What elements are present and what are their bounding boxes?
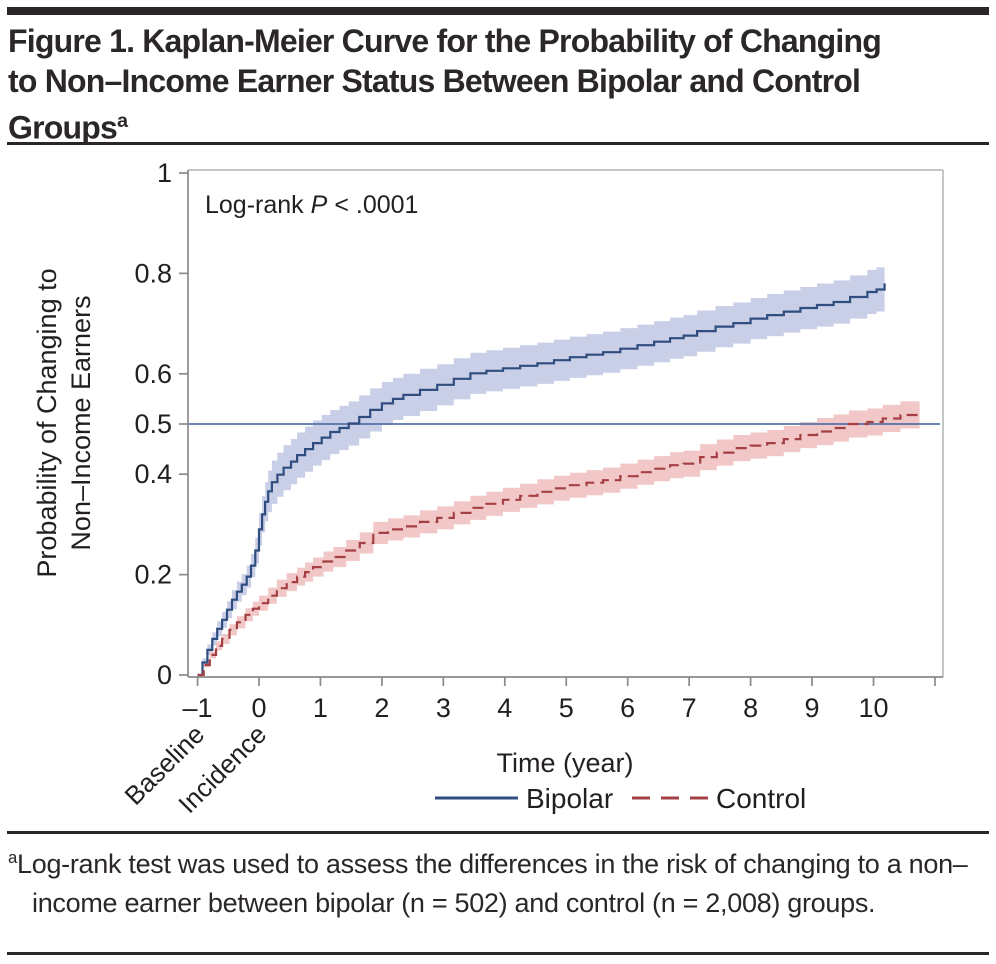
top-rule-thick (7, 7, 989, 15)
legend: Bipolar Control (435, 783, 806, 814)
y-tick-label-1: 1 (157, 158, 172, 188)
survival-curves-layer (197, 283, 921, 677)
figure-footnote: aLog-rank test was used to assess the di… (8, 838, 996, 923)
x-tick-label-0: 0 (251, 693, 266, 723)
x-tick-label-2: 2 (374, 693, 389, 723)
logrank-annotation-value: < .0001 (334, 191, 418, 219)
control-confidence-band (197, 397, 920, 675)
x-tick-label-5: 5 (559, 693, 574, 723)
y-tick-label-0.2: 0.2 (134, 560, 172, 590)
x-tick-label-1: 1 (313, 693, 328, 723)
y-tick-label-0.8: 0.8 (134, 258, 172, 288)
figure-title-line-3: Groupsa (8, 101, 881, 148)
logrank-annotation-p: P (311, 191, 328, 219)
legend-bipolar-label: Bipolar (526, 783, 613, 814)
x-tick-label-8: 8 (743, 693, 758, 723)
x-tick-label-10: 10 (858, 693, 888, 723)
footnote-top-rule (7, 831, 989, 834)
bottom-rule (7, 952, 989, 955)
x-axis-label: Time (year) (496, 748, 633, 778)
figure-title-line-3-text: Groups (8, 109, 118, 146)
title-divider-rule (7, 142, 989, 145)
control-curve (197, 410, 921, 677)
x-tick-label-9: 9 (805, 693, 820, 723)
figure-title-line-2: to Non–Income Earner Status Between Bipo… (8, 63, 861, 99)
confidence-bands-layer (197, 261, 920, 675)
x-tick-label-3: 3 (436, 693, 451, 723)
x-tick-label--1: –1 (183, 693, 213, 723)
y-tick-label-0.5: 0.5 (134, 409, 172, 439)
legend-control-label: Control (716, 783, 806, 814)
bipolar-curve (197, 283, 886, 677)
figure-title-footnote-marker: a (116, 110, 128, 132)
y-axis-label-line-2: Non–Income Earners (66, 295, 96, 550)
y-tick-label-0: 0 (157, 660, 172, 690)
footnote-text: Log-rank test was used to assess the dif… (17, 849, 968, 918)
logrank-annotation: Log-rank P < .0001 (205, 191, 418, 219)
bipolar-confidence-band (197, 261, 885, 675)
kaplan-meier-chart: 0 0.2 0.4 0.5 0.6 0.8 1 –1 0 1 2 3 4 5 6 7 8 9 10 Log-rank… (32, 158, 944, 819)
y-tick-label-0.6: 0.6 (134, 359, 172, 389)
logrank-annotation-prefix: Log-rank (205, 191, 304, 219)
plot-frame-and-ticks-layer: 0 0.2 0.4 0.5 0.6 0.8 1 –1 0 1 2 3 4 5 6 7 8 9 10 (134, 158, 944, 723)
y-tick-label-0.4: 0.4 (134, 459, 172, 489)
y-axis-label-line-1: Probability of Changing to (32, 268, 62, 577)
footnote-marker: a (8, 848, 18, 867)
x-tick-label-7: 7 (682, 693, 697, 723)
x-tick-label-6: 6 (620, 693, 635, 723)
figure-title-line-1: Figure 1. Kaplan-Meier Curve for the Pro… (8, 23, 882, 59)
x-tick-label-4: 4 (497, 693, 512, 723)
figure-title: Figure 1. Kaplan-Meier Curve for the Pro… (8, 21, 882, 148)
